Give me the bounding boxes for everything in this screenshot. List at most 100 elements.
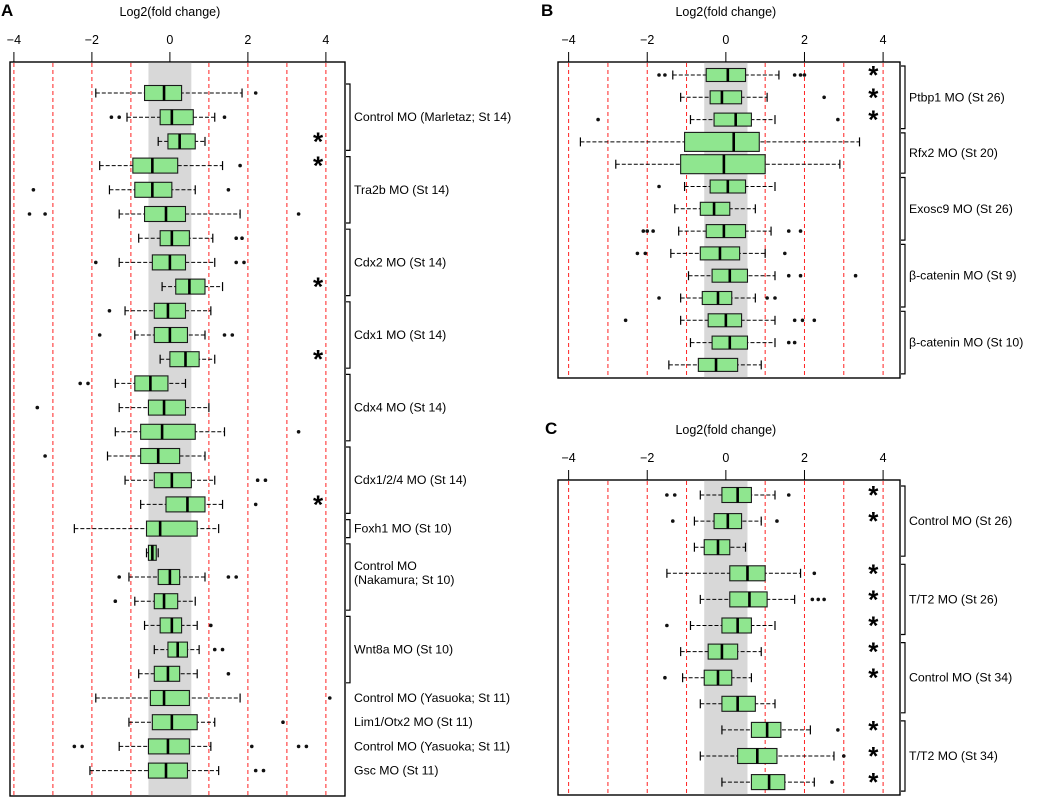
box-row: * bbox=[140, 489, 324, 519]
box-row bbox=[687, 268, 858, 283]
outlier-dot bbox=[836, 728, 840, 732]
group-bracket bbox=[346, 615, 351, 684]
outlier-dot bbox=[623, 318, 628, 323]
box-row bbox=[138, 665, 231, 682]
box-row bbox=[97, 326, 235, 344]
panel-C: C Log2(fold change)−4 −2 0 2 4** Control MO (S… bbox=[545, 419, 1012, 797]
outlier-dot bbox=[670, 519, 675, 523]
iqr-box bbox=[140, 423, 196, 440]
group-label: Cdx4 MO (St 14) bbox=[354, 401, 446, 415]
outlier-dot bbox=[220, 647, 225, 652]
box-row: * bbox=[99, 151, 324, 181]
outlier-dot bbox=[798, 229, 803, 233]
outlier-dot bbox=[665, 623, 669, 628]
outlier-dot bbox=[261, 768, 266, 773]
group-bracket bbox=[901, 563, 906, 636]
group-bracket bbox=[901, 642, 906, 714]
group-label: Control MO (Yasuoka; St 11) bbox=[354, 739, 510, 753]
zero-band bbox=[704, 62, 748, 378]
group-bracket bbox=[901, 485, 906, 557]
box-row bbox=[95, 689, 332, 707]
iqr-box bbox=[159, 109, 194, 126]
outlier-dot bbox=[841, 754, 846, 758]
group-label: Control MO (Nakamura; St 10) bbox=[354, 559, 454, 587]
outlier-dot bbox=[255, 478, 260, 483]
box-row bbox=[43, 447, 206, 465]
outlier-dot bbox=[86, 381, 90, 386]
outlier-dot bbox=[249, 744, 254, 749]
outlier-dot bbox=[773, 296, 777, 300]
outlier-dot bbox=[657, 73, 661, 77]
axis-tick-label: 2 bbox=[244, 33, 251, 47]
outlier-dot bbox=[812, 318, 817, 323]
outlier-dot bbox=[816, 597, 821, 602]
box-row: * bbox=[657, 60, 879, 90]
outlier-dot bbox=[80, 744, 84, 749]
group-label: T/T2 MO (St 26) bbox=[909, 592, 998, 606]
significance-asterisk: * bbox=[313, 151, 324, 181]
group-bracket bbox=[901, 720, 906, 792]
outlier-dot bbox=[35, 405, 40, 410]
group-label: Control MO (Yasuoka; St 11) bbox=[354, 691, 510, 705]
outlier-dot bbox=[117, 575, 121, 579]
iqr-box bbox=[165, 496, 206, 513]
iqr-box bbox=[149, 689, 190, 707]
axis-tick-label: −4 bbox=[561, 451, 575, 465]
group-label: T/T2 MO (St 34) bbox=[909, 749, 998, 763]
iqr-box bbox=[697, 357, 739, 372]
group-bracket bbox=[346, 446, 351, 514]
group-bracket bbox=[346, 543, 351, 611]
group-label: Wnt8a MO (St 10) bbox=[354, 643, 453, 657]
group-bracket bbox=[346, 373, 351, 442]
group-bracket bbox=[346, 156, 351, 224]
significance-asterisk: * bbox=[868, 637, 879, 667]
outlier-dot bbox=[651, 229, 655, 233]
group-label: Control MO (St 34) bbox=[909, 671, 1012, 685]
outlier-dot bbox=[226, 672, 231, 676]
outlier-dot bbox=[822, 95, 826, 100]
outlier-dot bbox=[853, 273, 858, 278]
outlier-dot bbox=[27, 212, 32, 216]
outlier-dot bbox=[230, 333, 235, 337]
outlier-dot bbox=[107, 309, 112, 313]
outlier-dot bbox=[798, 273, 803, 278]
outlier-dot bbox=[327, 696, 332, 700]
outlier-dot bbox=[792, 318, 797, 323]
outlier-dot bbox=[263, 478, 268, 483]
box-row: * bbox=[721, 715, 879, 745]
outlier-dot bbox=[31, 188, 36, 192]
group-bracket bbox=[901, 310, 906, 375]
box-row: * bbox=[699, 741, 879, 771]
significance-asterisk: * bbox=[868, 663, 879, 693]
group-label: Rfx2 MO (St 20) bbox=[909, 146, 998, 160]
outlier-dot bbox=[242, 260, 246, 265]
outlier-dot bbox=[226, 575, 231, 579]
box-row bbox=[89, 762, 266, 779]
significance-asterisk: * bbox=[868, 480, 879, 510]
outlier-dot bbox=[113, 599, 118, 603]
group-label: Tra2b MO (St 14) bbox=[354, 183, 449, 197]
outlier-dot bbox=[253, 502, 258, 507]
axis-tick-label: 0 bbox=[722, 33, 729, 47]
outlier-dot bbox=[296, 212, 301, 216]
outlier-dot bbox=[672, 493, 677, 497]
box-row bbox=[95, 84, 258, 102]
significance-asterisk: * bbox=[868, 506, 879, 536]
outlier-dot bbox=[43, 212, 47, 216]
outlier-dot bbox=[830, 780, 834, 784]
outlier-dot bbox=[665, 493, 669, 497]
outlier-dot bbox=[222, 333, 227, 337]
box-row: * bbox=[721, 767, 879, 797]
axis-tick-label: 4 bbox=[880, 33, 887, 47]
outlier-dot bbox=[786, 273, 791, 278]
group-bracket bbox=[901, 65, 906, 130]
group-label: β-catenin MO (St 10) bbox=[909, 336, 1023, 350]
iqr-box bbox=[151, 714, 198, 731]
box-row: * bbox=[680, 82, 879, 112]
group-bracket bbox=[346, 228, 351, 297]
outlier-dot bbox=[792, 340, 797, 345]
axis-title: Log2(fold change) bbox=[120, 5, 221, 19]
box-row bbox=[27, 205, 301, 223]
panel-B: B Log2(fold change)−4 −2 0 2 4***Ptbp1 MO (St… bbox=[541, 1, 1023, 379]
outlier-dot bbox=[596, 117, 600, 122]
